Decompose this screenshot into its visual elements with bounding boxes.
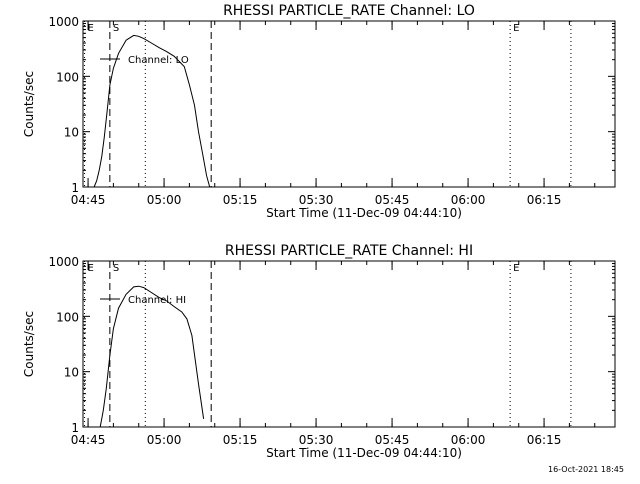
x-tick-label: 06:00 [451, 433, 486, 447]
y-tick-label: 10 [64, 126, 79, 140]
chart-panel-2: RHESSI PARTICLE_RATE Channel: HI 1 10 100 10… [22, 243, 616, 460]
timestamp: 16-Oct-2021 18:45 [548, 465, 624, 474]
marker-label: E [513, 23, 519, 34]
legend-label: Channel: HI [128, 295, 186, 306]
legend-label: Channel: LO [128, 55, 189, 66]
y-axis-label: Counts/sec [22, 71, 36, 137]
x-tick-label: 05:00 [147, 193, 182, 207]
x-tick-label: 04:45 [71, 433, 106, 447]
plot-frame [82, 20, 616, 188]
marker-label: E [88, 263, 94, 274]
x-tick-label: 05:45 [375, 433, 410, 447]
marker-label: S [113, 263, 119, 274]
x-tick-label: 05:15 [223, 193, 258, 207]
y-tick-label: 10 [64, 366, 79, 380]
x-tick-label: 06:15 [527, 193, 562, 207]
y-tick-label: 1 [71, 421, 79, 435]
plot-frame [82, 260, 616, 428]
marker-label: E [513, 263, 519, 274]
y-axis-label: Counts/sec [22, 311, 36, 377]
y-tick-label: 1 [71, 181, 79, 195]
x-tick-label: 05:00 [147, 433, 182, 447]
y-tick-label: 100 [56, 310, 79, 324]
x-tick-label: 04:45 [71, 193, 106, 207]
x-tick-label: 05:45 [375, 193, 410, 207]
series-line [93, 34, 211, 188]
x-axis-label: Start Time (11-Dec-09 04:44:10) [266, 446, 462, 460]
y-tick-label: 1000 [48, 15, 79, 29]
y-tick-label: 100 [56, 70, 79, 84]
y-tick-label: 1000 [48, 255, 79, 269]
chart-title: RHESSI PARTICLE_RATE Channel: HI [225, 243, 473, 259]
marker-label: S [113, 23, 119, 34]
x-axis-label: Start Time (11-Dec-09 04:44:10) [266, 206, 462, 220]
chart-panel-1: RHESSI PARTICLE_RATE Channel: LO 1 10 100 10… [22, 3, 616, 220]
x-tick-label: 06:15 [527, 433, 562, 447]
x-tick-label: 05:15 [223, 433, 258, 447]
series-line [99, 285, 205, 428]
marker-label: E [88, 23, 94, 34]
x-tick-label: 06:00 [451, 193, 486, 207]
x-tick-label: 05:30 [299, 193, 334, 207]
x-tick-label: 05:30 [299, 433, 334, 447]
chart-title: RHESSI PARTICLE_RATE Channel: LO [223, 3, 475, 19]
